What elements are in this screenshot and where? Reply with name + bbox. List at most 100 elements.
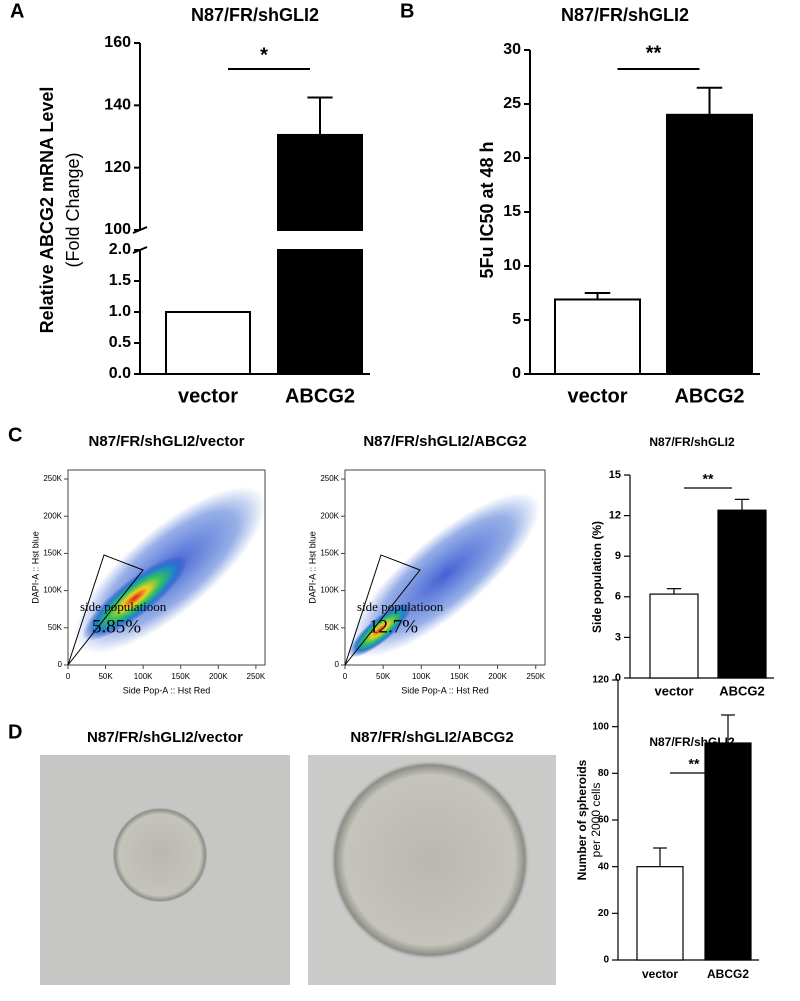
plot-frame (344, 469, 546, 666)
plot-title: N87/FR/shGLI2/vector (89, 433, 245, 450)
y-tick-label: 250K (320, 474, 339, 483)
bar (165, 311, 251, 375)
bar (666, 113, 753, 376)
x-tick-label: vector (642, 967, 678, 981)
y-axis-label: DAPI-A :: Hst blue (307, 531, 317, 604)
y-axis-label: Number of spheroids (575, 759, 589, 880)
x-tick-label: 200K (488, 672, 507, 681)
plot-title: N87/FR/shGLI2/ABCG2 (363, 433, 526, 450)
y-tick-label: 0 (512, 365, 521, 382)
x-tick-label: ABCG2 (674, 385, 744, 407)
x-tick-label: vector (654, 683, 693, 698)
x-tick-label: 100K (134, 672, 153, 681)
bar (649, 593, 699, 679)
panel-label: C (8, 424, 22, 446)
y-tick-label: 100K (320, 586, 339, 595)
y-axis-label: Relative ABCG2 mRNA Level (37, 87, 57, 334)
x-tick-label: 250K (247, 672, 266, 681)
y-tick-label: 6 (615, 591, 621, 603)
y-tick-label: 0 (58, 660, 63, 669)
y-tick-label: 12 (609, 510, 621, 522)
bar (717, 509, 767, 679)
chart-title: N87/FR/shGLI2 (649, 435, 735, 449)
panel-label: A (10, 0, 24, 22)
y-tick-label: 150K (320, 549, 339, 558)
y-tick-label: 2.0 (109, 241, 131, 258)
x-tick-label: 100K (412, 672, 431, 681)
plot-frame (67, 469, 266, 666)
y-tick-label: 10 (503, 257, 521, 274)
y-tick-label: 200K (43, 511, 62, 520)
error-bar (666, 588, 682, 595)
y-tick-label: 100 (104, 221, 131, 238)
chart-title: N87/FR/shGLI2 (191, 5, 319, 25)
x-tick-label: 0 (66, 672, 71, 681)
bar (554, 298, 641, 376)
y-axis-label: 5Fu IC50 at 48 h (477, 141, 497, 278)
x-tick-label: ABCG2 (719, 683, 765, 698)
gate (344, 554, 421, 666)
error-bar (696, 86, 723, 115)
panel-label: B (400, 0, 414, 22)
error-bar (653, 847, 667, 867)
significance-label: ** (646, 42, 662, 64)
micrograph-title: N87/FR/shGLI2/vector (87, 729, 243, 746)
gate-label: side populatioon (80, 599, 167, 614)
y-tick-label: 25 (503, 95, 521, 112)
y-tick-label: 250K (43, 474, 62, 483)
error-bar (721, 714, 735, 743)
y-tick-label: 120 (592, 675, 609, 686)
y-tick-label: 60 (598, 815, 610, 826)
x-tick-label: ABCG2 (285, 385, 355, 407)
y-tick-label: 160 (104, 34, 131, 51)
y-tick-label: 0.0 (109, 365, 131, 382)
x-tick-label: 200K (209, 672, 228, 681)
panel-label: D (8, 721, 22, 743)
significance-label: * (260, 44, 268, 66)
x-tick-label: 250K (526, 672, 545, 681)
bar (704, 742, 752, 961)
y-tick-label: 15 (503, 203, 521, 220)
y-tick-label: 50K (325, 623, 340, 632)
y-tick-label: 9 (615, 550, 621, 562)
bar (636, 866, 684, 961)
y-tick-label: 40 (598, 861, 610, 872)
y-tick-label: 200K (320, 511, 339, 520)
y-tick-label: 50K (48, 623, 63, 632)
y-axis-label: (Fold Change) (63, 152, 83, 267)
x-axis-label: Side Pop-A :: Hst Red (123, 685, 211, 695)
y-tick-label: 5 (512, 311, 521, 328)
bar (277, 133, 363, 231)
x-tick-label: 50K (98, 672, 113, 681)
gate (67, 554, 144, 666)
x-tick-label: vector (178, 385, 238, 407)
y-tick-label: 100K (43, 586, 62, 595)
panel-labels: A B C D (8, 0, 414, 743)
y-tick-label: 0 (615, 672, 621, 684)
y-tick-label: 120 (104, 159, 131, 176)
error-bar (734, 498, 750, 511)
x-tick-label: ABCG2 (707, 967, 749, 981)
gate-percent: 5.85% (92, 616, 141, 637)
significance-label: ** (689, 756, 700, 772)
axis-break (132, 246, 148, 254)
micrograph-title: N87/FR/shGLI2/ABCG2 (350, 729, 513, 746)
y-tick-label: 0 (603, 955, 609, 966)
x-tick-label: 0 (343, 672, 348, 681)
y-axis-label: per 2000 cells (589, 783, 603, 858)
x-tick-label: 150K (171, 672, 190, 681)
y-tick-label: 0 (335, 660, 340, 669)
y-tick-label: 150K (43, 549, 62, 558)
flow-cloud (74, 486, 541, 658)
chart-title: N87/FR/shGLI2 (561, 5, 689, 25)
y-tick-label: 20 (503, 149, 521, 166)
significance-label: ** (703, 471, 714, 487)
bar (277, 249, 363, 375)
y-tick-label: 30 (503, 41, 521, 58)
y-axis-label: DAPI-A :: Hst blue (30, 531, 40, 604)
gate-percent: 12.7% (369, 616, 418, 637)
y-tick-label: 20 (598, 908, 610, 919)
y-axis-label: Side population (%) (590, 521, 604, 633)
x-tick-label: vector (567, 385, 627, 407)
